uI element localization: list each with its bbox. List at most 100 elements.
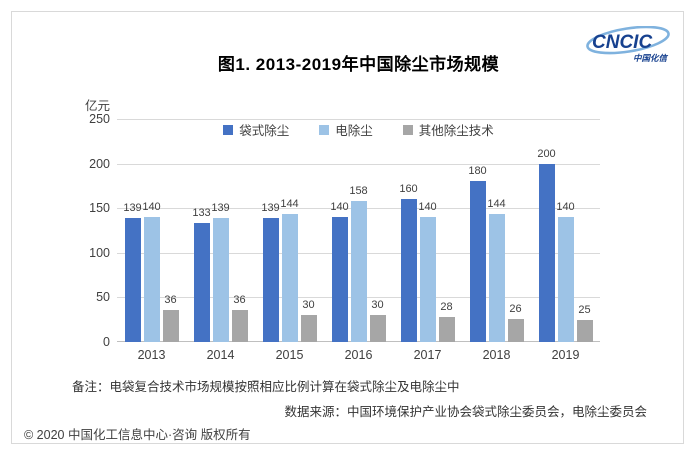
- bar-value-label: 140: [142, 201, 161, 214]
- logo-swoosh-ellipse: [586, 25, 670, 55]
- cncic-logo-graphic: CNCIC 中国化信: [586, 25, 670, 63]
- legend-item: 袋式除尘: [223, 120, 289, 139]
- bar-wrap: 133: [192, 207, 211, 342]
- bar-value-label: 36: [164, 293, 177, 306]
- bar-value-label: 139: [211, 202, 230, 215]
- y-tick-label: 200: [89, 156, 110, 171]
- bar: [419, 217, 436, 342]
- bar-wrap: 26: [507, 303, 524, 342]
- x-axis-label: 2014: [206, 348, 235, 362]
- bar: [400, 199, 417, 342]
- bar: [262, 218, 279, 342]
- bar: [162, 309, 179, 342]
- bar-wrap: 28: [438, 301, 455, 342]
- plot-area: 139 140 36 133 139 36 139 144 30 140 158 30 160 140 28…: [117, 119, 600, 342]
- bar-value-label: 200: [537, 147, 556, 160]
- chart-title: 图1. 2013-2019年中国除尘市场规模: [217, 55, 500, 74]
- bar: [281, 213, 298, 342]
- y-axis: 250 200 150 100 50 0: [55, 112, 110, 349]
- bar-wrap: 180: [468, 165, 487, 342]
- bar-wrap: 140: [330, 201, 349, 342]
- bar-wrap: 139: [211, 202, 230, 342]
- gridline: [117, 119, 600, 120]
- bar-wrap: 144: [280, 198, 299, 342]
- y-tick-label: 0: [103, 335, 110, 349]
- bar-value-label: 28: [440, 301, 453, 314]
- bar-wrap: 30: [300, 299, 317, 342]
- x-axis-label: 2016: [344, 348, 373, 362]
- logo-subtext: 中国化信: [633, 53, 669, 63]
- x-axis-label: 2018: [482, 348, 511, 362]
- bar-group: 200 140 25: [531, 119, 600, 342]
- bar-value-label: 26: [509, 302, 522, 315]
- bar: [538, 163, 555, 342]
- bar-wrap: 140: [142, 201, 161, 342]
- bar-value-label: 139: [261, 202, 280, 215]
- legend-swatch-icon: [223, 124, 234, 135]
- bar-value-label: 30: [371, 299, 384, 312]
- bar: [438, 317, 455, 342]
- bar-value-label: 133: [192, 207, 211, 220]
- legend-label: 电除尘: [335, 124, 373, 138]
- legend-item: 其他除尘技术: [402, 120, 494, 139]
- bar-value-label: 30: [302, 299, 315, 312]
- y-axis-unit-label: 亿元: [84, 99, 110, 113]
- bar-wrap: 139: [261, 202, 280, 342]
- bar-value-label: 139: [123, 202, 142, 215]
- legend-swatch-icon: [402, 124, 413, 135]
- bar-wrap: 140: [418, 201, 437, 342]
- x-axis-label: 2017: [413, 348, 442, 362]
- source-text: 数据来源：中国环境保护产业协会袋式除尘委员会，电除尘委员会: [284, 405, 647, 419]
- bar: [124, 218, 141, 342]
- y-tick-label: 50: [96, 290, 110, 305]
- x-axis-label: 2013: [137, 348, 166, 362]
- x-axis-label: 2019: [551, 348, 580, 362]
- bar: [488, 213, 505, 342]
- legend-swatch-icon: [319, 124, 330, 135]
- bar-group: 139 144 30: [255, 119, 324, 342]
- bar-wrap: 158: [349, 185, 368, 342]
- bar-group: 180 144 26: [462, 119, 531, 342]
- bar-wrap: 139: [123, 202, 142, 342]
- bar-wrap: 36: [162, 294, 179, 342]
- bar: [469, 181, 486, 342]
- bar-value-label: 158: [349, 185, 368, 198]
- bar-wrap: 140: [556, 201, 575, 342]
- legend-label: 袋式除尘: [239, 124, 290, 138]
- bar-value-label: 140: [330, 201, 349, 214]
- bar-group: 160 140 28: [393, 119, 462, 342]
- bar: [143, 217, 160, 342]
- y-tick-label: 250: [89, 112, 110, 126]
- bar: [193, 223, 210, 342]
- bar-wrap: 25: [576, 304, 593, 342]
- legend-item: 电除尘: [319, 120, 373, 139]
- bar-wrap: 144: [487, 198, 506, 342]
- bar-wrap: 160: [399, 183, 418, 342]
- bar-value-label: 25: [578, 303, 591, 316]
- bar-value-label: 144: [487, 197, 506, 210]
- bar-wrap: 30: [369, 299, 386, 342]
- x-axis-label: 2015: [275, 348, 304, 362]
- bar: [300, 315, 317, 342]
- bar-value-label: 140: [418, 201, 437, 214]
- y-tick-label: 100: [89, 245, 110, 260]
- note-text: 备注：电袋复合技术市场规模按照相应比例计算在袋式除尘及电除尘中: [72, 380, 460, 394]
- gridline: [117, 163, 600, 165]
- bar: [350, 201, 367, 342]
- y-tick-label: 150: [89, 201, 110, 216]
- bar: [576, 319, 593, 342]
- bar: [231, 309, 248, 342]
- bar-value-label: 140: [556, 201, 575, 214]
- bar: [507, 318, 524, 342]
- bar: [212, 218, 229, 342]
- bar-value-label: 180: [468, 165, 487, 178]
- bar-group: 139 140 36: [117, 119, 186, 342]
- cncic-logo: CNCIC 中国化信: [585, 25, 675, 68]
- bar-wrap: 36: [231, 294, 248, 342]
- bar: [369, 315, 386, 342]
- bar-group: 140 158 30: [324, 119, 393, 342]
- bar-value-label: 160: [399, 183, 418, 196]
- bar-group: 133 139 36: [186, 119, 255, 342]
- legend-label: 其他除尘技术: [418, 124, 494, 138]
- bar-value-label: 144: [280, 197, 299, 210]
